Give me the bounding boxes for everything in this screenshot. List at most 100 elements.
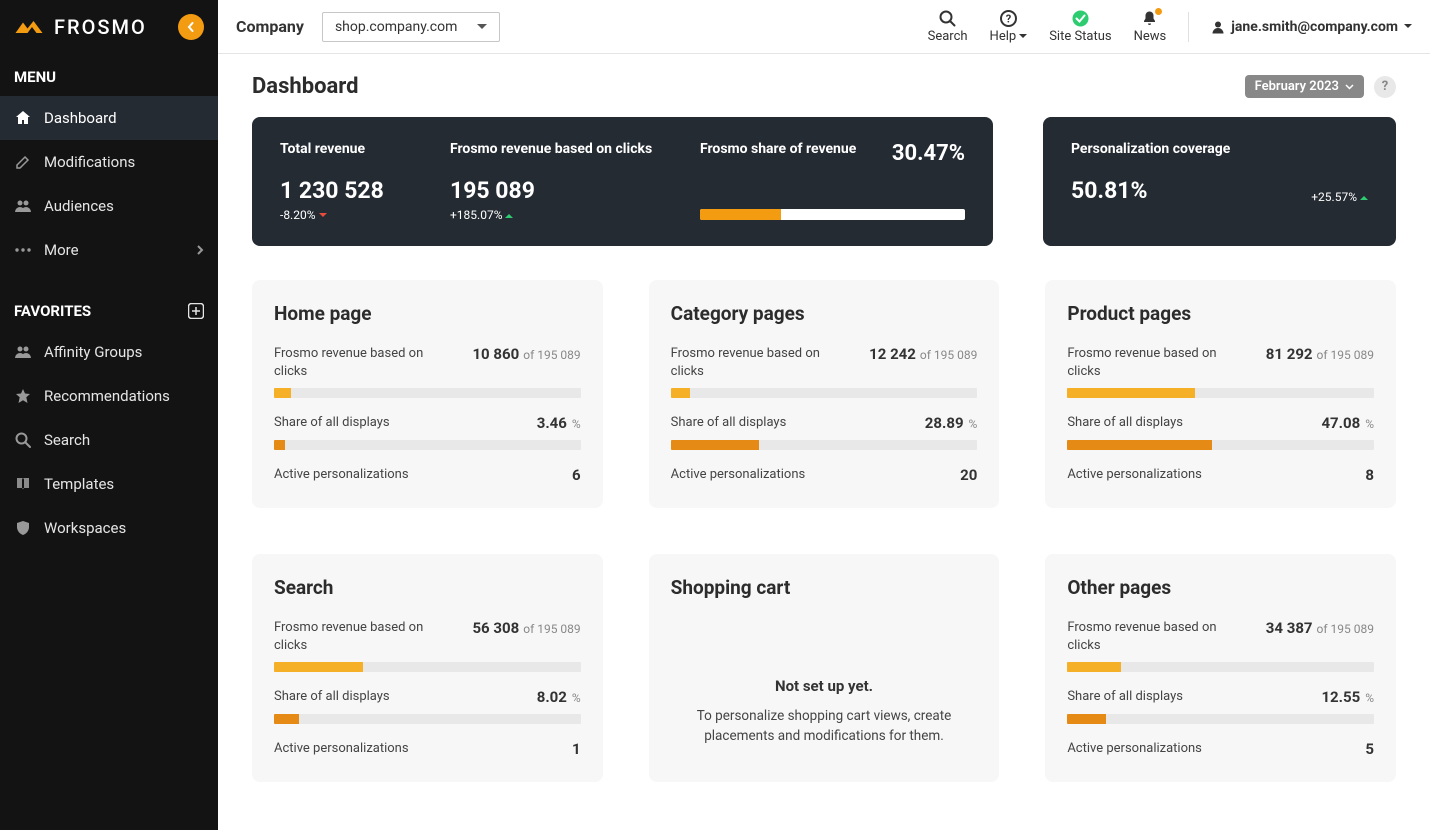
page-card-shopping-cart[interactable]: Shopping cart Not set up yet. To persona…: [649, 554, 1000, 782]
displays-label: Share of all displays: [671, 414, 787, 432]
card-title: Other pages: [1067, 576, 1374, 599]
revenue-label: Frosmo revenue based on clicks: [1067, 619, 1237, 654]
sidebar-item-label: Audiences: [44, 197, 114, 215]
shield-icon: [14, 519, 32, 537]
sidebar-item-label: More: [44, 241, 79, 259]
favorite-item-search[interactable]: Search: [0, 418, 218, 462]
company-label: Company: [236, 17, 304, 36]
coverage-card: Personalization coverage 50.81% +25.57%: [1043, 117, 1396, 246]
displays-label: Share of all displays: [274, 414, 390, 432]
topbar: Company shop.company.com Search ? Help S…: [218, 0, 1430, 54]
share-revenue-label: Frosmo share of revenue: [700, 141, 856, 157]
logo-bar: FROSMO: [0, 0, 218, 54]
edit-icon: [14, 153, 32, 171]
favorite-item-affinity-groups[interactable]: Affinity Groups: [0, 330, 218, 374]
displays-bar: [274, 714, 581, 724]
card-title: Home page: [274, 302, 581, 325]
card-title: Product pages: [1067, 302, 1374, 325]
empty-state-title: Not set up yet.: [671, 677, 978, 695]
displays-bar: [1067, 714, 1374, 724]
sidebar-item-label: Workspaces: [44, 519, 126, 537]
sidebar-item-dashboard[interactable]: Dashboard: [0, 96, 218, 140]
coverage-delta: +25.57%: [1311, 190, 1368, 204]
revenue-value: 81 292of 195 089: [1266, 345, 1374, 363]
share-revenue-bar: [700, 209, 965, 220]
displays-value: 28.89 %: [925, 414, 978, 432]
page-title: Dashboard: [252, 74, 359, 99]
share-revenue-value: 30.47%: [892, 141, 965, 166]
sidebar-item-label: Search: [44, 431, 90, 449]
sidebar-item-more[interactable]: More: [0, 228, 218, 272]
favorite-item-recommendations[interactable]: Recommendations: [0, 374, 218, 418]
revenue-label: Frosmo revenue based on clicks: [274, 619, 444, 654]
topbar-site-status[interactable]: Site Status: [1049, 10, 1111, 44]
displays-label: Share of all displays: [1067, 688, 1183, 706]
sidebar-item-audiences[interactable]: Audiences: [0, 184, 218, 228]
page-card-other-pages[interactable]: Other pages Frosmo revenue based on clic…: [1045, 554, 1396, 782]
frosmo-revenue-delta: +185.07%: [450, 208, 700, 222]
home-icon: [14, 109, 32, 127]
favorite-item-workspaces[interactable]: Workspaces: [0, 506, 218, 550]
add-favorite-button[interactable]: [188, 303, 204, 319]
favorites-label: FAVORITES: [14, 302, 91, 320]
chevron-right-icon: [197, 245, 204, 255]
revenue-summary-card: Total revenue 1 230 528 -8.20% Frosmo re…: [252, 117, 993, 246]
sidebar: FROSMO MENU Dashboard Modifications Audien…: [0, 0, 218, 830]
card-title: Shopping cart: [671, 576, 978, 599]
frosmo-revenue-label: Frosmo revenue based on clicks: [450, 141, 700, 157]
status-ok-icon: [1072, 10, 1089, 27]
topbar-help[interactable]: ? Help: [990, 10, 1028, 44]
revenue-value: 34 387of 195 089: [1266, 619, 1374, 637]
displays-bar: [1067, 440, 1374, 450]
favorites-section-header: FAVORITES: [0, 288, 218, 330]
caret-down-icon: [477, 24, 487, 30]
sidebar-item-label: Modifications: [44, 153, 135, 171]
help-icon: ?: [1000, 10, 1017, 27]
revenue-value: 56 308of 195 089: [472, 619, 580, 637]
favorite-item-templates[interactable]: Templates: [0, 462, 218, 506]
active-label: Active personalizations: [274, 740, 409, 758]
total-revenue-label: Total revenue: [280, 141, 450, 157]
bell-icon: [1141, 10, 1158, 27]
active-label: Active personalizations: [671, 466, 806, 484]
user-menu[interactable]: jane.smith@company.com: [1211, 19, 1412, 35]
active-value: 6: [572, 466, 581, 484]
page-card-product-pages[interactable]: Product pages Frosmo revenue based on cl…: [1045, 280, 1396, 508]
chevron-down-icon: [1345, 84, 1354, 90]
star-icon: [14, 387, 32, 405]
page-card-category-pages[interactable]: Category pages Frosmo revenue based on c…: [649, 280, 1000, 508]
revenue-bar: [671, 388, 978, 398]
search-icon: [939, 10, 956, 27]
sidebar-item-modifications[interactable]: Modifications: [0, 140, 218, 184]
user-icon: [1211, 20, 1225, 34]
revenue-bar: [274, 388, 581, 398]
caret-up-icon: [505, 213, 513, 218]
notification-dot: [1155, 8, 1162, 15]
page-card-home-page[interactable]: Home page Frosmo revenue based on clicks…: [252, 280, 603, 508]
site-selected: shop.company.com: [335, 19, 457, 35]
active-value: 20: [960, 466, 977, 484]
site-selector[interactable]: shop.company.com: [322, 12, 500, 42]
page-help-button[interactable]: ?: [1374, 76, 1396, 98]
revenue-bar: [1067, 388, 1374, 398]
page-card-search[interactable]: Search Frosmo revenue based on clicks 56…: [252, 554, 603, 782]
card-title: Search: [274, 576, 581, 599]
topbar-search-label: Search: [928, 29, 968, 44]
caret-up-icon: [1360, 195, 1368, 200]
date-range-picker[interactable]: February 2023: [1245, 75, 1364, 98]
displays-bar: [274, 440, 581, 450]
displays-value: 47.08 %: [1321, 414, 1374, 432]
sidebar-collapse-button[interactable]: [178, 14, 204, 40]
topbar-search[interactable]: Search: [928, 10, 968, 44]
revenue-bar: [1067, 662, 1374, 672]
active-value: 1: [572, 740, 581, 758]
coverage-label: Personalization coverage: [1071, 141, 1368, 157]
displays-value: 3.46 %: [537, 414, 581, 432]
revenue-label: Frosmo revenue based on clicks: [1067, 345, 1237, 380]
menu-label: MENU: [14, 68, 56, 86]
date-label: February 2023: [1255, 79, 1339, 94]
card-title: Category pages: [671, 302, 978, 325]
topbar-status-label: Site Status: [1049, 29, 1111, 44]
sidebar-item-label: Dashboard: [44, 109, 117, 127]
topbar-news[interactable]: News: [1134, 10, 1167, 44]
